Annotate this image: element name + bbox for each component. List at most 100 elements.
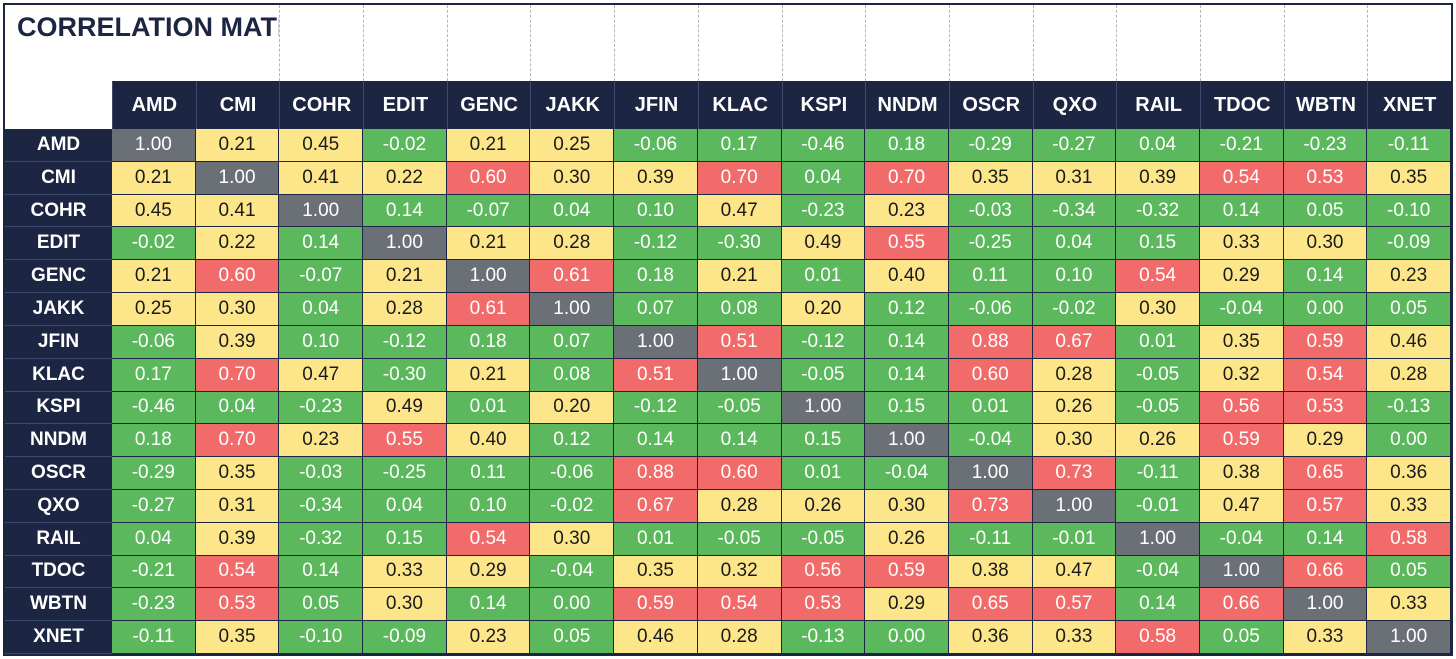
correlation-cell: 0.18	[614, 260, 698, 294]
correlation-cell: 0.35	[614, 555, 698, 589]
correlation-cell: 0.57	[1283, 489, 1368, 523]
correlation-cell: 0.23	[279, 424, 364, 458]
correlation-cell: 1.00	[865, 424, 949, 458]
correlation-cell: 0.14	[279, 555, 364, 589]
correlation-cell: 0.04	[781, 161, 866, 195]
correlation-cell: 1.00	[948, 457, 1033, 490]
correlation-cell: 0.30	[195, 293, 280, 326]
correlation-cell: -0.23	[279, 391, 364, 425]
correlation-cell: -0.02	[363, 129, 447, 162]
correlation-cell: 1.00	[1116, 522, 1200, 556]
correlation-cell: 0.66	[1199, 588, 1284, 622]
top-blank-cell	[948, 5, 1033, 81]
correlation-cell: 0.26	[1032, 391, 1117, 425]
correlation-cell: 0.30	[363, 588, 447, 622]
correlation-cell: 0.30	[865, 489, 949, 523]
correlation-cell: 0.33	[363, 555, 447, 589]
top-blank-cell	[1367, 5, 1451, 81]
correlation-cell: 0.04	[530, 194, 615, 228]
correlation-cell: 0.67	[614, 489, 698, 523]
correlation-cell: 0.36	[948, 621, 1033, 654]
correlation-cell: 0.30	[530, 522, 615, 556]
correlation-cell: 0.28	[530, 227, 615, 261]
correlation-cell: 0.26	[1116, 424, 1200, 458]
correlation-cell: 0.15	[1116, 227, 1200, 261]
correlation-cell: 1.00	[530, 293, 615, 326]
correlation-cell: 0.14	[1283, 260, 1368, 294]
correlation-cell: 0.01	[781, 457, 866, 490]
correlation-cell: 0.35	[1199, 325, 1284, 359]
correlation-cell: 0.57	[1032, 588, 1117, 622]
correlation-cell: -0.29	[112, 457, 196, 490]
correlation-cell: 0.29	[865, 588, 949, 622]
correlation-cell: 0.21	[446, 227, 531, 261]
correlation-cell: 0.21	[697, 260, 782, 294]
top-blank-cell	[530, 5, 615, 81]
top-blank-cell	[363, 5, 447, 81]
correlation-cell: 0.30	[1283, 227, 1368, 261]
top-blank-cell	[1116, 5, 1200, 81]
correlation-cell: 0.04	[112, 522, 196, 556]
correlation-cell: -0.23	[781, 194, 866, 228]
correlation-cell: 0.38	[1199, 457, 1284, 490]
correlation-cell: 0.40	[446, 424, 531, 458]
correlation-cell: 0.59	[1199, 424, 1284, 458]
correlation-cell: -0.12	[363, 325, 447, 359]
correlation-cell: -0.01	[1116, 489, 1200, 523]
correlation-cell: 0.33	[1199, 227, 1284, 261]
correlation-cell: 0.55	[363, 424, 447, 458]
correlation-cell: 0.05	[1283, 194, 1368, 228]
top-blank-cell	[1199, 5, 1284, 81]
correlation-cell: -0.05	[781, 522, 866, 556]
correlation-cell: 0.46	[1367, 325, 1451, 359]
correlation-cell: -0.04	[1116, 555, 1200, 589]
correlation-cell: 0.05	[279, 588, 364, 622]
correlation-cell: 0.25	[530, 129, 615, 162]
correlation-cell: 0.39	[195, 325, 280, 359]
correlation-cell: -0.02	[1032, 293, 1117, 326]
correlation-cell: 1.00	[446, 260, 531, 294]
row-header: WBTN	[5, 588, 112, 622]
correlation-cell: 0.21	[112, 161, 196, 195]
correlation-cell: -0.32	[279, 522, 364, 556]
correlation-cell: -0.13	[1367, 391, 1451, 425]
correlation-cell: 0.01	[446, 391, 531, 425]
correlation-cell: 0.30	[1116, 293, 1200, 326]
correlation-cell: 1.00	[614, 325, 698, 359]
top-blank-cell	[865, 5, 949, 81]
column-header: AMD	[112, 81, 196, 129]
column-header: EDIT	[363, 81, 447, 129]
correlation-cell: 1.00	[279, 194, 364, 228]
correlation-cell: -0.12	[614, 391, 698, 425]
correlation-cell: 0.14	[1199, 194, 1284, 228]
correlation-cell: 0.70	[697, 161, 782, 195]
correlation-cell: 0.21	[363, 260, 447, 294]
top-blank-cell	[1032, 5, 1117, 81]
correlation-cell: 0.31	[195, 489, 280, 523]
correlation-cell: -0.30	[697, 227, 782, 261]
correlation-cell: 1.00	[1283, 588, 1368, 622]
correlation-cell: 0.39	[1116, 161, 1200, 195]
correlation-cell: 0.11	[446, 457, 531, 490]
correlation-cell: 0.49	[363, 391, 447, 425]
correlation-cell: 0.31	[1032, 161, 1117, 195]
row-header: AMD	[5, 129, 112, 162]
correlation-cell: -0.10	[1367, 194, 1451, 228]
correlation-cell: 0.36	[1367, 457, 1451, 490]
correlation-cell: -0.46	[781, 129, 866, 162]
row-header: KSPI	[5, 391, 112, 425]
correlation-cell: 0.15	[865, 391, 949, 425]
correlation-cell: 0.05	[530, 621, 615, 654]
correlation-cell: 0.22	[195, 227, 280, 261]
correlation-cell: -0.12	[781, 325, 866, 359]
row-header: KLAC	[5, 358, 112, 392]
column-header: COHR	[279, 81, 364, 129]
correlation-cell: 0.00	[1367, 424, 1451, 458]
correlation-cell: 0.66	[1283, 555, 1368, 589]
correlation-cell: 0.53	[1283, 161, 1368, 195]
correlation-cell: -0.13	[781, 621, 866, 654]
correlation-cell: -0.25	[363, 457, 447, 490]
correlation-cell: -0.21	[112, 555, 196, 589]
correlation-cell: 0.47	[697, 194, 782, 228]
correlation-cell: 0.33	[1283, 621, 1368, 654]
